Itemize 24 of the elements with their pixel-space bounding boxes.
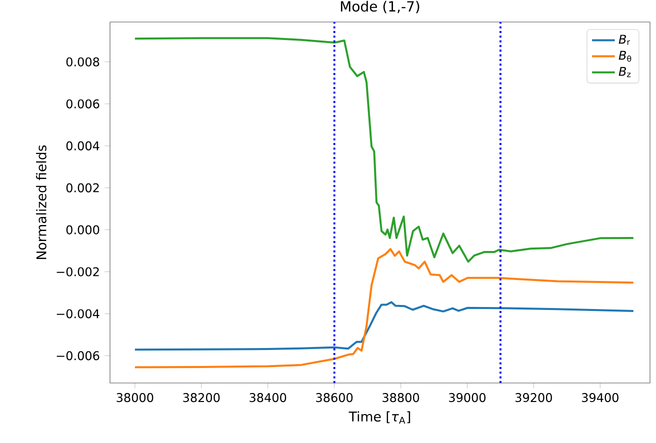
x-tick-label: 38200 [183, 393, 220, 402]
y-tick-label: 0.006 [66, 99, 100, 108]
x-tick-label: 38000 [116, 393, 154, 402]
y-tick-label: 0.004 [66, 141, 100, 150]
chart-title: Mode (1,-7) [340, 0, 420, 14]
y-tick-label: −0.002 [56, 267, 99, 276]
x-tick-label: 38600 [316, 393, 353, 402]
x-tick-label: 38400 [250, 393, 286, 402]
legend-label: B$_{z}$ [618, 66, 631, 78]
y-tick-label: 0.002 [66, 183, 99, 192]
y-tick-label: −0.006 [56, 351, 100, 360]
x-axis-title: Time [τ$_{A}$] [348, 411, 410, 424]
line-series [134, 301, 634, 351]
legend-label: B$_{r}$ [618, 34, 630, 45]
x-tick-label: 38800 [382, 393, 420, 402]
y-tick-label: −0.004 [56, 309, 100, 318]
x-tick-label: 39400 [582, 393, 618, 402]
y-tick-label: 0.000 [66, 225, 100, 234]
legend-label: B$_{θ}$ [618, 50, 632, 62]
y-tick-label: 0.008 [66, 57, 100, 66]
x-tick-label: 39200 [516, 393, 552, 402]
line-series [134, 248, 634, 368]
y-axis-title: Normalized fields [36, 145, 46, 259]
x-tick-label: 39000 [449, 393, 486, 402]
